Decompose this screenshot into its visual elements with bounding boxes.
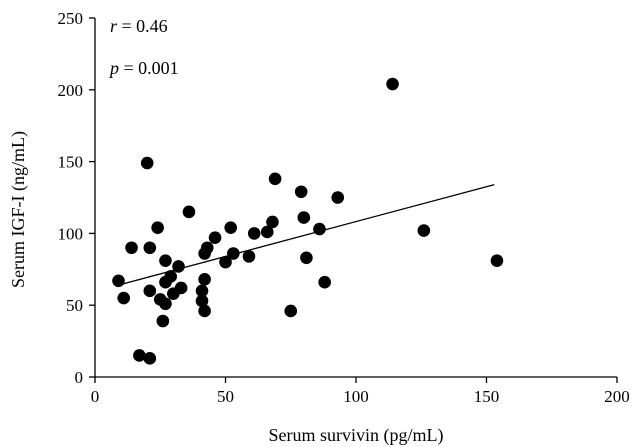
- y-tick-label: 50: [66, 296, 83, 315]
- x-tick-label: 100: [343, 387, 369, 406]
- y-tick-label: 250: [58, 9, 84, 28]
- data-point: [159, 254, 172, 267]
- data-point: [198, 273, 211, 286]
- data-point: [268, 172, 282, 186]
- pvalue-value: = 0.001: [119, 58, 179, 78]
- data-point: [386, 77, 399, 91]
- axes: 0 50 100 150 200 0 50 100 150 200 250: [58, 9, 630, 406]
- data-point: [143, 284, 157, 298]
- y-tick-label: 200: [58, 81, 84, 100]
- data-point: [143, 241, 157, 255]
- data-point: [133, 349, 146, 362]
- x-tick-label: 50: [217, 387, 234, 406]
- data-point: [143, 352, 157, 365]
- data-point: [174, 281, 188, 295]
- data-point: [260, 225, 274, 239]
- x-tick-label: 150: [474, 387, 500, 406]
- y-tick-label: 0: [75, 368, 84, 387]
- y-axis-label: Serum IGF-I (ng/mL): [8, 131, 29, 288]
- data-point: [164, 270, 177, 283]
- pvalue-var: p: [108, 58, 119, 78]
- data-point: [417, 224, 431, 237]
- data-point: [117, 291, 131, 305]
- data-point: [112, 274, 125, 288]
- data-point: [242, 250, 256, 263]
- annotations: r = 0.46 p = 0.001: [108, 16, 179, 78]
- data-point: [125, 241, 138, 255]
- data-point: [151, 221, 164, 234]
- y-tick-label: 100: [58, 224, 84, 243]
- correlation-annotation: r = 0.46: [110, 16, 168, 36]
- correlation-var: r: [110, 16, 118, 36]
- data-point: [266, 215, 279, 229]
- data-point: [297, 211, 311, 224]
- data-point: [156, 314, 170, 328]
- pvalue-annotation: p = 0.001: [108, 58, 179, 78]
- data-point: [224, 221, 238, 234]
- data-points: [112, 77, 504, 365]
- y-tick-label: 150: [58, 153, 84, 172]
- data-point: [208, 231, 222, 245]
- data-point: [219, 255, 232, 269]
- x-tick-label: 200: [604, 387, 630, 406]
- x-tick-label: 0: [91, 387, 100, 406]
- data-point: [195, 294, 209, 308]
- data-point: [284, 304, 298, 318]
- data-point: [140, 156, 154, 170]
- data-point: [300, 251, 313, 265]
- data-point: [200, 241, 214, 255]
- data-point: [318, 275, 331, 289]
- correlation-value: = 0.46: [117, 16, 168, 36]
- data-point: [490, 254, 504, 267]
- regression-line: [118, 183, 495, 286]
- data-point: [313, 222, 326, 236]
- data-point: [198, 304, 211, 318]
- data-point: [331, 191, 345, 204]
- data-point: [195, 284, 209, 298]
- data-point: [182, 205, 196, 219]
- data-point: [159, 297, 172, 311]
- data-point: [294, 185, 308, 199]
- x-axis-label: Serum survivin (pg/mL): [269, 425, 444, 446]
- data-point: [247, 227, 261, 240]
- data-point: [227, 247, 240, 260]
- regression-line-group: [118, 183, 495, 286]
